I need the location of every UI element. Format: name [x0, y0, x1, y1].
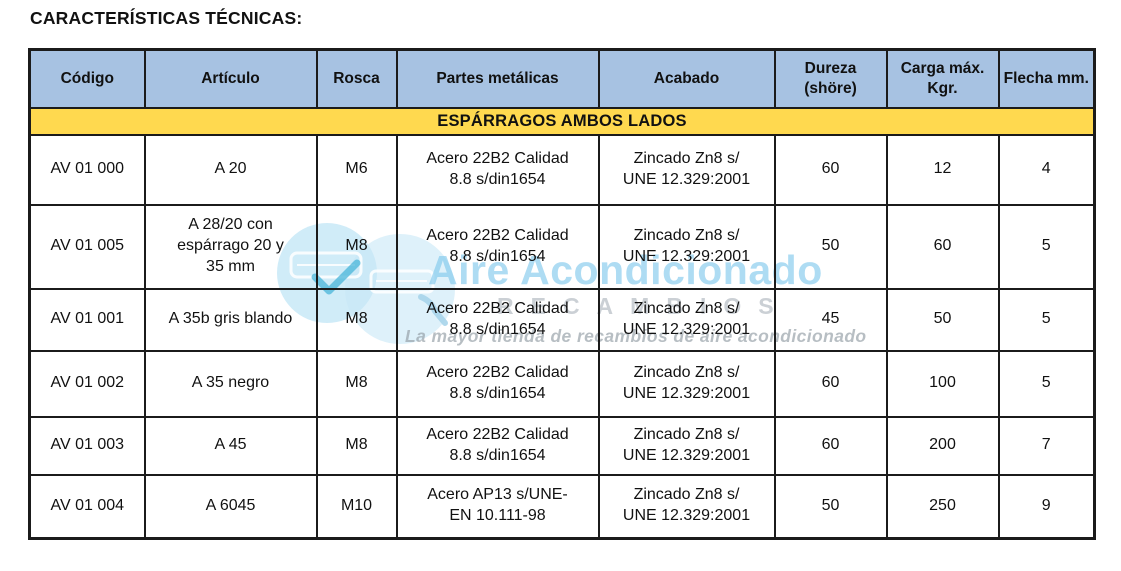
- cell-dureza: 50: [773, 203, 888, 290]
- section-banner: ESPÁRRAGOS AMBOS LADOS: [28, 106, 1096, 136]
- cell-articulo: A 20: [143, 133, 318, 206]
- cell-partes: Acero 22B2 Calidad 8.8 s/din1654: [395, 287, 600, 352]
- cell-carga: 200: [885, 415, 1000, 476]
- caracteristicas-table: Código Artículo Rosca Partes metálicas A…: [28, 48, 1096, 540]
- cell-partes: Acero AP13 s/UNE- EN 10.111-98: [395, 473, 600, 540]
- cell-articulo: A 35b gris blando: [143, 287, 318, 352]
- cell-rosca: M8: [315, 203, 398, 290]
- table-row: AV 01 005 A 28/20 con espárrago 20 y 35 …: [28, 203, 1096, 290]
- cell-acabado: Zincado Zn8 s/ UNE 12.329:2001: [597, 349, 776, 418]
- cell-partes: Acero 22B2 Calidad 8.8 s/din1654: [395, 349, 600, 418]
- table-row: AV 01 003 A 45 M8 Acero 22B2 Calidad 8.8…: [28, 415, 1096, 476]
- cell-flecha: 9: [997, 473, 1096, 540]
- table-row: AV 01 002 A 35 negro M8 Acero 22B2 Calid…: [28, 349, 1096, 418]
- cell-rosca: M10: [315, 473, 398, 540]
- cell-flecha: 5: [997, 287, 1096, 352]
- cell-dureza: 60: [773, 349, 888, 418]
- column-header-partes-metalicas: Partes metálicas: [395, 48, 600, 109]
- cell-carga: 250: [885, 473, 1000, 540]
- cell-partes: Acero 22B2 Calidad 8.8 s/din1654: [395, 203, 600, 290]
- cell-articulo: A 28/20 con espárrago 20 y 35 mm: [143, 203, 318, 290]
- cell-acabado: Zincado Zn8 s/ UNE 12.329:2001: [597, 287, 776, 352]
- cell-acabado: Zincado Zn8 s/ UNE 12.329:2001: [597, 415, 776, 476]
- section-banner-row: ESPÁRRAGOS AMBOS LADOS: [28, 106, 1096, 136]
- cell-codigo: AV 01 005: [28, 203, 146, 290]
- cell-carga: 100: [885, 349, 1000, 418]
- cell-flecha: 5: [997, 349, 1096, 418]
- column-header-rosca: Rosca: [315, 48, 398, 109]
- cell-articulo: A 35 negro: [143, 349, 318, 418]
- cell-dureza: 60: [773, 415, 888, 476]
- cell-codigo: AV 01 001: [28, 287, 146, 352]
- column-header-codigo: Código: [28, 48, 146, 109]
- cell-partes: Acero 22B2 Calidad 8.8 s/din1654: [395, 415, 600, 476]
- cell-flecha: 5: [997, 203, 1096, 290]
- cell-carga: 50: [885, 287, 1000, 352]
- cell-dureza: 50: [773, 473, 888, 540]
- cell-rosca: M8: [315, 349, 398, 418]
- page-title: CARACTERÍSTICAS TÉCNICAS:: [30, 8, 303, 28]
- cell-carga: 60: [885, 203, 1000, 290]
- column-header-dureza: Dureza (shöre): [773, 48, 888, 109]
- cell-rosca: M6: [315, 133, 398, 206]
- cell-codigo: AV 01 004: [28, 473, 146, 540]
- cell-acabado: Zincado Zn8 s/ UNE 12.329:2001: [597, 203, 776, 290]
- cell-rosca: M8: [315, 415, 398, 476]
- cell-acabado: Zincado Zn8 s/ UNE 12.329:2001: [597, 473, 776, 540]
- table-row: AV 01 004 A 6045 M10 Acero AP13 s/UNE- E…: [28, 473, 1096, 540]
- table-row: AV 01 001 A 35b gris blando M8 Acero 22B…: [28, 287, 1096, 352]
- cell-codigo: AV 01 000: [28, 133, 146, 206]
- cell-dureza: 45: [773, 287, 888, 352]
- cell-codigo: AV 01 003: [28, 415, 146, 476]
- cell-flecha: 4: [997, 133, 1096, 206]
- cell-articulo: A 45: [143, 415, 318, 476]
- column-header-articulo: Artículo: [143, 48, 318, 109]
- table-header-row: Código Artículo Rosca Partes metálicas A…: [28, 48, 1096, 109]
- cell-articulo: A 6045: [143, 473, 318, 540]
- column-header-flecha: Flecha mm.: [997, 48, 1096, 109]
- cell-dureza: 60: [773, 133, 888, 206]
- cell-carga: 12: [885, 133, 1000, 206]
- column-header-acabado: Acabado: [597, 48, 776, 109]
- cell-partes: Acero 22B2 Calidad 8.8 s/din1654: [395, 133, 600, 206]
- cell-acabado: Zincado Zn8 s/ UNE 12.329:2001: [597, 133, 776, 206]
- column-header-carga-max: Carga máx. Kgr.: [885, 48, 1000, 109]
- cell-rosca: M8: [315, 287, 398, 352]
- table-row: AV 01 000 A 20 M6 Acero 22B2 Calidad 8.8…: [28, 133, 1096, 206]
- cell-flecha: 7: [997, 415, 1096, 476]
- cell-codigo: AV 01 002: [28, 349, 146, 418]
